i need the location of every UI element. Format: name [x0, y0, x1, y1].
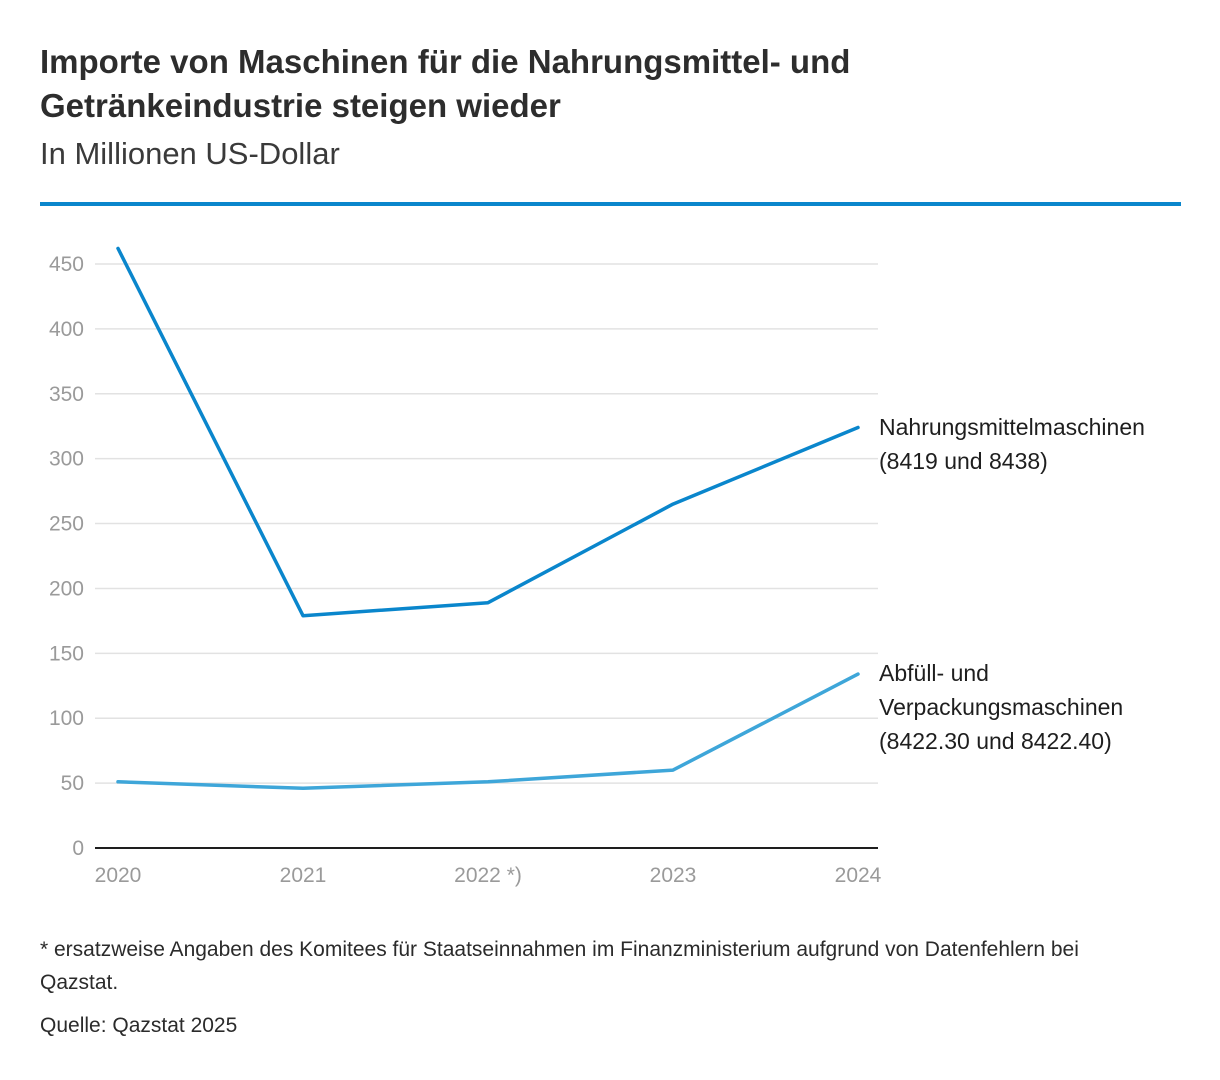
x-tick-label: 2020 [95, 864, 142, 887]
header-divider [40, 202, 1181, 206]
y-tick-label: 150 [49, 642, 84, 665]
y-tick-label: 450 [49, 253, 84, 276]
y-tick-label: 350 [49, 383, 84, 406]
y-tick-label: 300 [49, 448, 84, 471]
series-label-line: Verpackungsmaschinen [879, 694, 1123, 720]
series-label-line: (8422.30 und 8422.40) [879, 728, 1112, 754]
series-lines [116, 246, 860, 791]
x-tick-label: 2023 [650, 864, 697, 887]
series-label-line: Abfüll- und [879, 660, 989, 686]
series-labels: Nahrungsmittelmaschinen (8419 und 8438) Ab… [879, 414, 1145, 754]
chart-subtitle: In Millionen US-Dollar [40, 136, 340, 171]
series-line-0 [116, 246, 860, 618]
y-tick-label: 100 [49, 707, 84, 730]
gridlines [95, 263, 878, 784]
footnote: * ersatzweise Angaben des Komitees für S… [40, 938, 1079, 994]
series-label-line: (8419 und 8438) [879, 448, 1048, 474]
x-axis-ticks: 2020 2021 2022 *) 2023 2024 [95, 864, 882, 887]
y-tick-label: 50 [61, 772, 84, 795]
y-tick-label: 200 [49, 577, 84, 600]
y-tick-label: 400 [49, 318, 84, 341]
source-note: Quelle: Qazstat 2025 [40, 1014, 238, 1037]
series-line-1 [116, 672, 860, 791]
chart-title: Importe von Maschinen für die Nahrungsmi… [40, 43, 851, 124]
x-tick-label: 2021 [280, 864, 327, 887]
x-tick-label: 2022 *) [454, 864, 522, 887]
y-tick-label: 250 [49, 513, 84, 536]
y-tick-label: 0 [72, 837, 84, 860]
series-label-line: Nahrungsmittelmaschinen [879, 414, 1145, 440]
y-axis-ticks: 0 50 100 150 200 250 300 350 400 450 [49, 253, 84, 860]
x-tick-label: 2024 [835, 864, 882, 887]
